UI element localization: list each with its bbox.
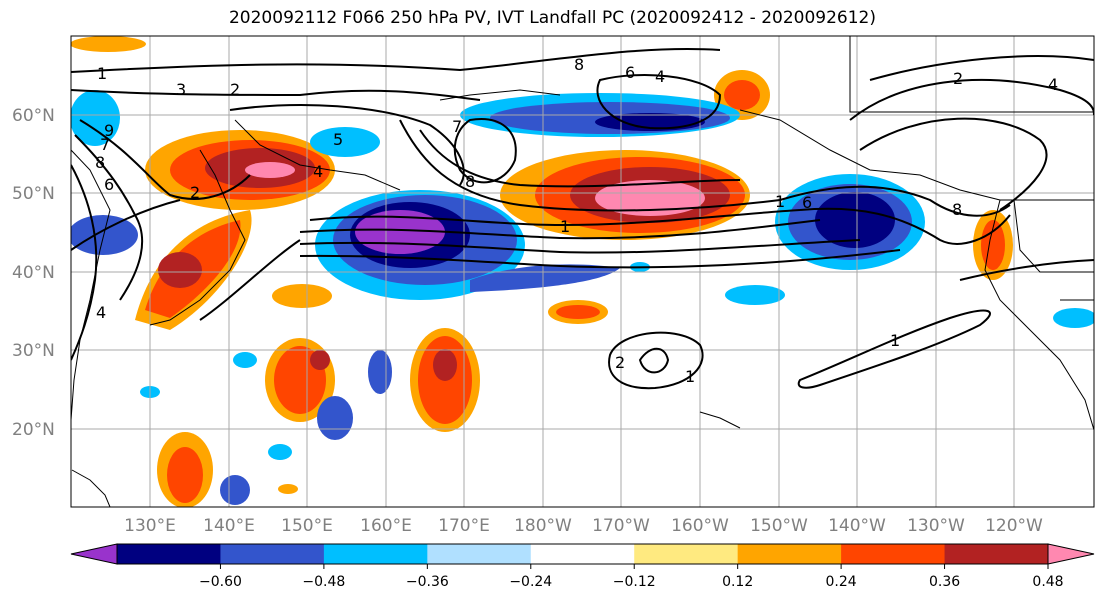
contour-label: 2 — [190, 183, 200, 202]
colorbar-tick-label: 0.48 — [1032, 574, 1063, 590]
contour-label: 8 — [465, 172, 475, 191]
lat-label: 20°N — [12, 420, 55, 440]
lon-label: 150°E — [281, 516, 333, 536]
lat-label: 50°N — [12, 184, 55, 204]
lon-label: 130°E — [124, 516, 176, 536]
contour-label: 1 — [685, 367, 695, 386]
colorbar-tick-label: 0.12 — [722, 574, 753, 590]
lon-label: 170°W — [592, 516, 650, 536]
latitude-labels: 60°N 50°N 40°N 30°N 20°N — [12, 106, 55, 440]
contour-label: 6 — [104, 175, 114, 194]
contour-label: 1 — [97, 64, 107, 83]
colorbar-tick-label: 0.36 — [929, 574, 960, 590]
colorbar-swatch — [530, 544, 635, 564]
map-title: 2020092112 F066 250 hPa PV, IVT Landfall… — [228, 8, 876, 28]
colorbar-swatch — [427, 544, 532, 564]
lon-label: 170°E — [438, 516, 490, 536]
colorbar-extension-high — [1047, 543, 1095, 565]
lon-label: 180°W — [514, 516, 572, 536]
lon-label: 120°W — [985, 516, 1043, 536]
colorbar-swatch — [323, 544, 428, 564]
colorbar-swatch — [841, 544, 946, 564]
colorbar-swatch — [737, 544, 842, 564]
contour-label: 6 — [802, 193, 812, 212]
contour-label: 4 — [313, 162, 323, 181]
contour-label: 1 — [560, 217, 570, 236]
lon-label: 150°W — [750, 516, 808, 536]
colorbar-tick-label: −0.48 — [302, 574, 345, 590]
contour-label: 7 — [452, 117, 462, 136]
contour-label: 9 — [104, 121, 114, 140]
colorbar-swatch — [117, 544, 221, 564]
contour-label: 4 — [655, 67, 665, 86]
contour-label: 1 — [775, 192, 785, 211]
contour-label: 8 — [574, 55, 584, 74]
contour-label: 2 — [230, 80, 240, 99]
colorbar-extension-low — [70, 543, 118, 565]
map-content — [71, 36, 1094, 507]
colorbar-outline — [116, 543, 1049, 565]
contour-label: 5 — [333, 130, 343, 149]
contour-label: 2 — [953, 69, 963, 88]
colorbar-tick-label: −0.24 — [509, 574, 552, 590]
contour-labels: 1 3 2 4 5 6 7 8 9 2 4 8 7 1 4 6 8 1 6 8 … — [95, 55, 1058, 386]
contour-label: 8 — [952, 200, 962, 219]
contour-label: 6 — [625, 63, 635, 82]
colorbar: −0.60 −0.48 −0.36 −0.24 −0.12 0.12 0.24 0.36 0.4… — [70, 543, 1095, 590]
lon-label: 160°W — [671, 516, 729, 536]
contour-label: 8 — [95, 153, 105, 172]
contour-label: 2 — [615, 353, 625, 372]
lon-label: 140°E — [203, 516, 255, 536]
pv-contours — [71, 48, 1094, 390]
contour-label: 4 — [96, 303, 106, 322]
lat-label: 60°N — [12, 106, 55, 126]
colorbar-swatch — [944, 544, 1049, 564]
contour-label: 7 — [100, 135, 110, 154]
lat-label: 40°N — [12, 263, 55, 283]
colorbar-tick-label: −0.60 — [199, 574, 242, 590]
colorbar-tick-label: 0.24 — [826, 574, 857, 590]
colorbar-tick-label: −0.12 — [613, 574, 656, 590]
contour-label: 1 — [890, 331, 900, 350]
lat-label: 30°N — [12, 341, 55, 361]
contour-label: 3 — [176, 80, 186, 99]
lon-label: 160°E — [360, 516, 412, 536]
longitude-labels: 130°E 140°E 150°E 160°E 170°E 180°W 170°… — [124, 516, 1043, 536]
lon-label: 130°W — [907, 516, 965, 536]
coastlines — [71, 36, 1094, 507]
colorbar-swatch — [634, 544, 739, 564]
colorbar-tick-label: −0.36 — [406, 574, 449, 590]
map-frame — [70, 35, 1095, 508]
lon-label: 140°W — [828, 516, 886, 536]
colorbar-swatch — [220, 544, 325, 564]
contour-label: 4 — [1048, 75, 1058, 94]
